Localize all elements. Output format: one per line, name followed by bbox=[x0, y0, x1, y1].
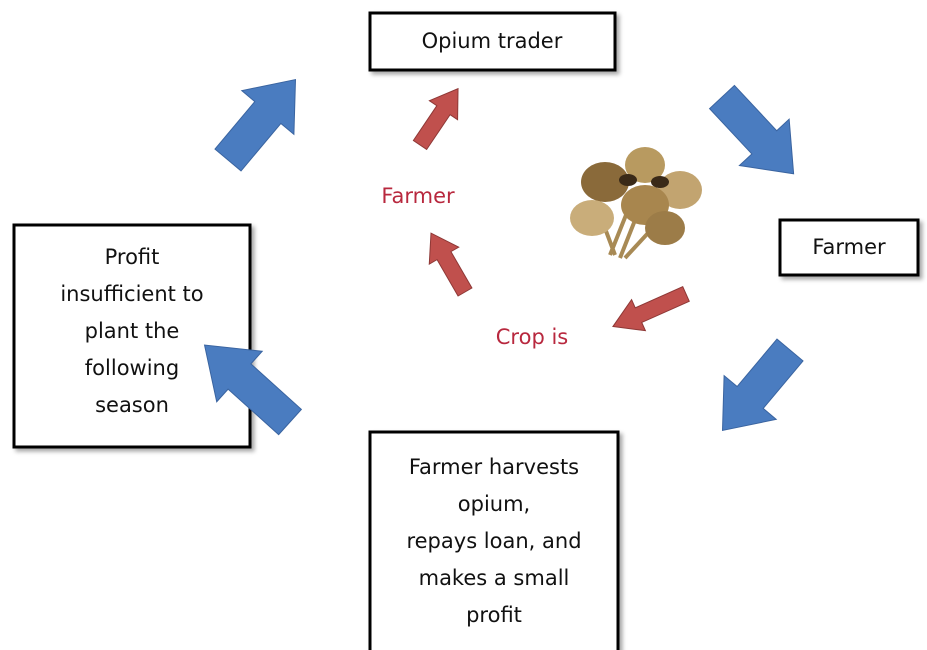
arrow bbox=[696, 328, 816, 452]
node-text: following bbox=[85, 356, 179, 380]
node-text: makes a small bbox=[419, 566, 570, 590]
node-text: Farmer harvests bbox=[409, 455, 579, 479]
node-text: Opium trader bbox=[422, 29, 563, 53]
node-text: insufficient to bbox=[60, 282, 203, 306]
node-text: season bbox=[95, 393, 169, 417]
inner-label: Crop is bbox=[496, 325, 568, 349]
node-text: plant the bbox=[85, 319, 180, 343]
node-text: Farmer bbox=[812, 235, 886, 259]
inner-label: Farmer bbox=[381, 184, 455, 208]
node-text: opium, bbox=[458, 492, 530, 516]
arrows bbox=[182, 58, 819, 453]
poppy-image bbox=[570, 147, 702, 258]
arrow bbox=[606, 278, 693, 342]
diagram: Opium trader Farmer Farmer harvests opium, r… bbox=[0, 0, 927, 650]
arrow bbox=[202, 58, 322, 182]
node-text: repays loan, and bbox=[406, 529, 581, 553]
node-text: Profit bbox=[105, 245, 160, 269]
node-text: profit bbox=[466, 603, 522, 627]
arrow bbox=[416, 225, 479, 301]
arrow bbox=[406, 79, 472, 154]
arrow bbox=[697, 74, 818, 197]
